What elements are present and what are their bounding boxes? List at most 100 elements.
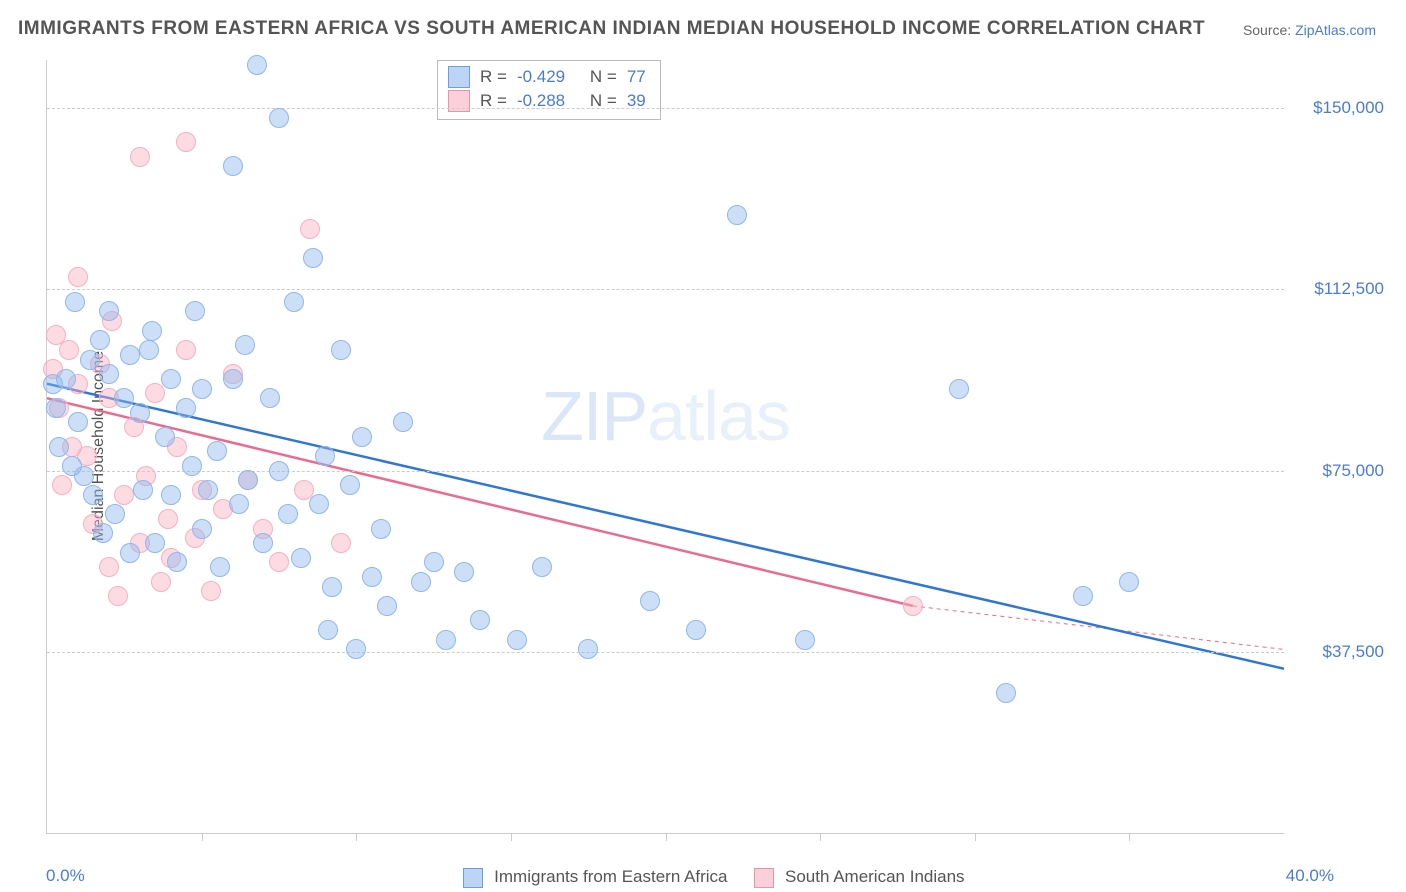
source-prefix: Source: [1243, 22, 1295, 38]
data-point [949, 379, 969, 399]
scatter-plot: ZIPatlas R = -0.429 N = 77 R = -0.288 N … [46, 60, 1284, 834]
data-point [99, 557, 119, 577]
data-point [331, 340, 351, 360]
data-point [1119, 572, 1139, 592]
data-point [99, 301, 119, 321]
data-point [151, 572, 171, 592]
data-point [90, 330, 110, 350]
data-point [182, 456, 202, 476]
data-point [201, 581, 221, 601]
data-point [56, 369, 76, 389]
data-point [260, 388, 280, 408]
data-point [795, 630, 815, 650]
gridline-h [47, 289, 1284, 290]
data-point [52, 475, 72, 495]
x-tick [975, 833, 976, 841]
data-point [640, 591, 660, 611]
data-point [158, 509, 178, 529]
x-tick [1129, 833, 1130, 841]
data-point [253, 533, 273, 553]
series-a-n-value: 77 [627, 65, 646, 89]
y-tick-label: $37,500 [1323, 642, 1384, 662]
data-point [176, 340, 196, 360]
data-point [133, 480, 153, 500]
data-point [346, 639, 366, 659]
data-point [235, 335, 255, 355]
data-point [309, 494, 329, 514]
data-point [114, 485, 134, 505]
data-point [352, 427, 372, 447]
data-point [454, 562, 474, 582]
data-point [145, 383, 165, 403]
x-tick [202, 833, 203, 841]
data-point [996, 683, 1016, 703]
data-point [393, 412, 413, 432]
data-point [300, 219, 320, 239]
data-point [198, 480, 218, 500]
r-label: R = [480, 65, 507, 89]
data-point [238, 470, 258, 490]
data-point [210, 557, 230, 577]
series-b-name: South American Indians [785, 867, 965, 886]
x-tick [511, 833, 512, 841]
legend-row-a: R = -0.429 N = 77 [448, 65, 646, 89]
correlation-legend: R = -0.429 N = 77 R = -0.288 N = 39 [437, 60, 661, 120]
x-tick [820, 833, 821, 841]
data-point [80, 350, 100, 370]
y-tick-label: $75,000 [1323, 461, 1384, 481]
data-point [340, 475, 360, 495]
data-point [269, 108, 289, 128]
source-link[interactable]: ZipAtlas.com [1295, 22, 1376, 38]
series-a-name: Immigrants from Eastern Africa [494, 867, 727, 886]
y-tick-label: $150,000 [1313, 98, 1384, 118]
data-point [470, 610, 490, 630]
data-point [269, 552, 289, 572]
y-tick-label: $112,500 [1314, 279, 1384, 299]
data-point [192, 519, 212, 539]
data-point [105, 504, 125, 524]
data-point [74, 466, 94, 486]
data-point [130, 403, 150, 423]
data-point [176, 398, 196, 418]
data-point [291, 548, 311, 568]
series-a-r-value: -0.429 [517, 65, 565, 89]
legend-swatch-b-bottom [754, 868, 774, 888]
data-point [68, 267, 88, 287]
data-point [120, 345, 140, 365]
data-point [68, 412, 88, 432]
data-point [59, 340, 79, 360]
data-point [315, 446, 335, 466]
data-point [318, 620, 338, 640]
data-point [269, 461, 289, 481]
data-point [331, 533, 351, 553]
data-point [83, 485, 103, 505]
data-point [139, 340, 159, 360]
data-point [161, 369, 181, 389]
data-point [167, 552, 187, 572]
source-label: Source: ZipAtlas.com [1243, 22, 1376, 38]
data-point [424, 552, 444, 572]
data-point [145, 533, 165, 553]
data-point [371, 519, 391, 539]
n-label: N = [590, 65, 617, 89]
data-point [532, 557, 552, 577]
watermark-bold: ZIP [541, 377, 647, 455]
data-point [46, 398, 66, 418]
data-point [284, 292, 304, 312]
trendline [47, 384, 1284, 669]
data-point [176, 132, 196, 152]
x-tick [356, 833, 357, 841]
data-point [436, 630, 456, 650]
data-point [247, 55, 267, 75]
data-point [49, 437, 69, 457]
data-point [207, 441, 227, 461]
data-point [65, 292, 85, 312]
x-tick [666, 833, 667, 841]
trendline [913, 606, 1284, 649]
data-point [411, 572, 431, 592]
data-point [120, 543, 140, 563]
data-point [229, 494, 249, 514]
legend-swatch-a-bottom [463, 868, 483, 888]
data-point [108, 586, 128, 606]
bottom-legend: Immigrants from Eastern Africa South Ame… [0, 867, 1406, 888]
